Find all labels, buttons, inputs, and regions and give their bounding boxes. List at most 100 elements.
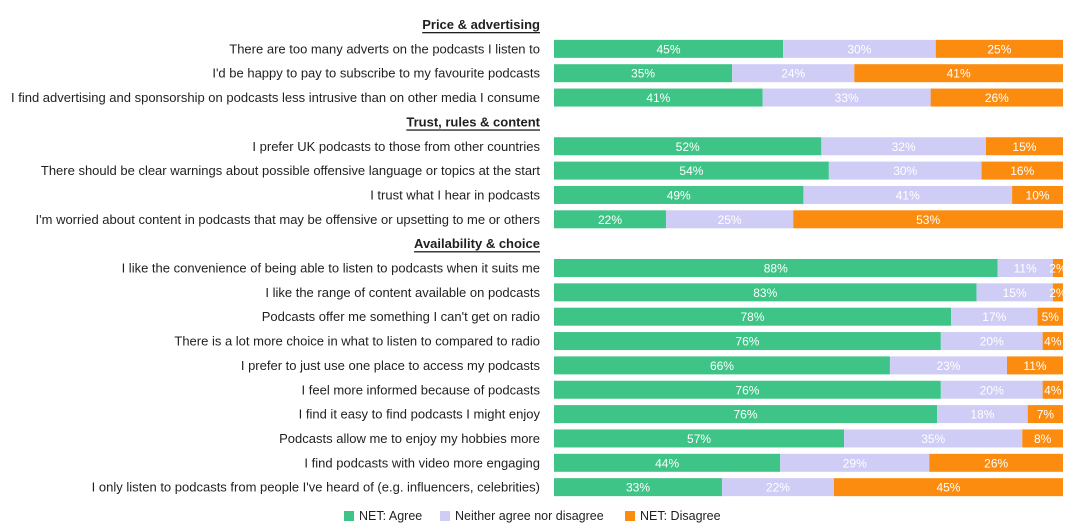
bar-value-label: 49% (667, 188, 691, 202)
bar-row: I find podcasts with video more engaging… (304, 453, 1063, 472)
bar-value-label: 2% (1049, 262, 1067, 276)
bar-value-label: 26% (985, 91, 1009, 105)
bar-row: I like the range of content available on… (265, 283, 1067, 302)
row-label: I like the range of content available on… (265, 285, 540, 300)
bar-segment-disagree (930, 88, 1063, 107)
bar-segment-agree (554, 332, 941, 351)
bar-value-label: 88% (764, 262, 788, 276)
bar-segment-agree (554, 64, 733, 83)
bar-value-label: 17% (982, 310, 1006, 324)
row-label: Podcasts offer me something I can't get … (262, 309, 540, 324)
bar-value-label: 41% (947, 67, 971, 81)
bar-segment-agree (554, 478, 722, 497)
bar-value-label: 54% (679, 164, 703, 178)
legend-label: NET: Disagree (640, 509, 721, 523)
bar-value-label: 66% (710, 359, 734, 373)
bar-segment-agree (554, 88, 763, 107)
bar-value-label: 45% (657, 42, 681, 56)
row-label: I feel more informed because of podcasts (302, 382, 541, 397)
group-title: Price & advertising (422, 17, 540, 32)
row-label: I'd be happy to pay to subscribe to my f… (212, 66, 540, 81)
bar-value-label: 45% (936, 481, 960, 495)
bar-segment-agree (554, 429, 845, 448)
bar-row: I prefer to just use one place to access… (241, 356, 1063, 375)
bar-value-label: 53% (916, 213, 940, 227)
row-label: I find it easy to find podcasts I might … (299, 407, 541, 422)
legend-item: Neither agree nor disagree (440, 509, 604, 523)
bar-segment-disagree (1052, 259, 1063, 277)
row-label: I'm worried about content in podcasts th… (36, 212, 541, 227)
bar-value-label: 10% (1026, 188, 1050, 202)
chart-legend: NET: Agree Neither agree nor disagree NET:… (344, 509, 721, 523)
group-title: Availability & choice (414, 236, 540, 251)
bar-value-label: 41% (646, 91, 670, 105)
bar-segment-neither (762, 88, 931, 107)
bar-segment-agree (554, 259, 998, 277)
bar-value-label: 23% (936, 359, 960, 373)
bar-segment-disagree (1052, 283, 1063, 302)
bar-value-label: 4% (1044, 383, 1062, 397)
bar-row: I trust what I hear in podcasts 49% 41% 10% (370, 185, 1063, 204)
bar-segment-disagree (1027, 405, 1063, 424)
chart-group: Price & advertising There are too many ad… (11, 17, 1063, 107)
bar-value-label: 35% (631, 67, 655, 81)
row-label: I prefer UK podcasts to those from other… (252, 139, 540, 154)
bar-value-label: 83% (753, 286, 777, 300)
bar-value-label: 11% (1023, 359, 1046, 373)
bar-value-label: 22% (598, 213, 622, 227)
group-title: Trust, rules & content (406, 114, 540, 129)
bar-segment-neither (732, 64, 855, 83)
bar-value-label: 18% (970, 408, 994, 422)
bar-value-label: 76% (735, 383, 759, 397)
bar-segment-neither (665, 210, 794, 229)
bar-value-label: 78% (740, 310, 764, 324)
bar-segment-agree (554, 283, 977, 302)
bar-row: I'm worried about content in podcasts th… (36, 210, 1063, 229)
bar-segment-disagree (1022, 429, 1063, 448)
bar-segment-disagree (854, 64, 1063, 83)
bar-value-label: 52% (676, 140, 700, 154)
bar-segment-agree (554, 380, 941, 399)
bar-value-label: 22% (766, 481, 790, 495)
bar-segment-neither (976, 283, 1053, 302)
legend-item: NET: Disagree (625, 509, 721, 523)
bar-segment-agree (554, 39, 784, 58)
bar-row: Podcasts allow me to enjoy my hobbies mo… (279, 429, 1063, 448)
bar-value-label: 30% (847, 42, 871, 56)
row-label: I trust what I hear in podcasts (370, 187, 540, 202)
bar-value-label: 41% (896, 188, 920, 202)
bar-value-label: 76% (733, 408, 757, 422)
bar-row: There is a lot more choice in what to li… (174, 332, 1063, 351)
bar-row: Podcasts offer me something I can't get … (262, 307, 1063, 326)
bar-row: I'd be happy to pay to subscribe to my f… (212, 64, 1063, 83)
bar-segment-disagree (935, 39, 1063, 58)
bar-segment-disagree (1012, 185, 1063, 204)
bar-value-label: 2% (1049, 286, 1067, 300)
bar-value-label: 33% (835, 91, 859, 105)
bar-row: There are too many adverts on the podcas… (229, 39, 1063, 58)
bar-segment-neither (721, 478, 834, 497)
bar-segment-neither (828, 161, 982, 180)
chart-rows: Price & advertising There are too many ad… (11, 17, 1067, 497)
bar-segment-neither (937, 405, 1028, 424)
bar-value-label: 30% (893, 164, 917, 178)
bar-value-label: 7% (1037, 408, 1055, 422)
bar-value-label: 8% (1034, 432, 1052, 446)
bar-segment-disagree (985, 137, 1063, 156)
row-label: I prefer to just use one place to access… (241, 358, 541, 373)
bar-value-label: 57% (687, 432, 711, 446)
chart-group: Trust, rules & content I prefer UK podcas… (36, 114, 1063, 229)
bar-row: I find advertising and sponsorship on po… (11, 88, 1063, 107)
row-label: I find advertising and sponsorship on po… (11, 90, 540, 105)
bar-value-label: 33% (626, 481, 650, 495)
bar-segment-agree (554, 161, 829, 180)
bar-value-label: 76% (735, 335, 759, 349)
bar-row: I prefer UK podcasts to those from other… (252, 137, 1063, 156)
bar-segment-disagree (1037, 307, 1063, 326)
row-label: There is a lot more choice in what to li… (174, 334, 540, 349)
bar-segment-agree (554, 453, 781, 472)
bar-segment-disagree (929, 453, 1063, 472)
bar-value-label: 15% (1012, 140, 1036, 154)
bar-segment-disagree (1042, 380, 1063, 399)
